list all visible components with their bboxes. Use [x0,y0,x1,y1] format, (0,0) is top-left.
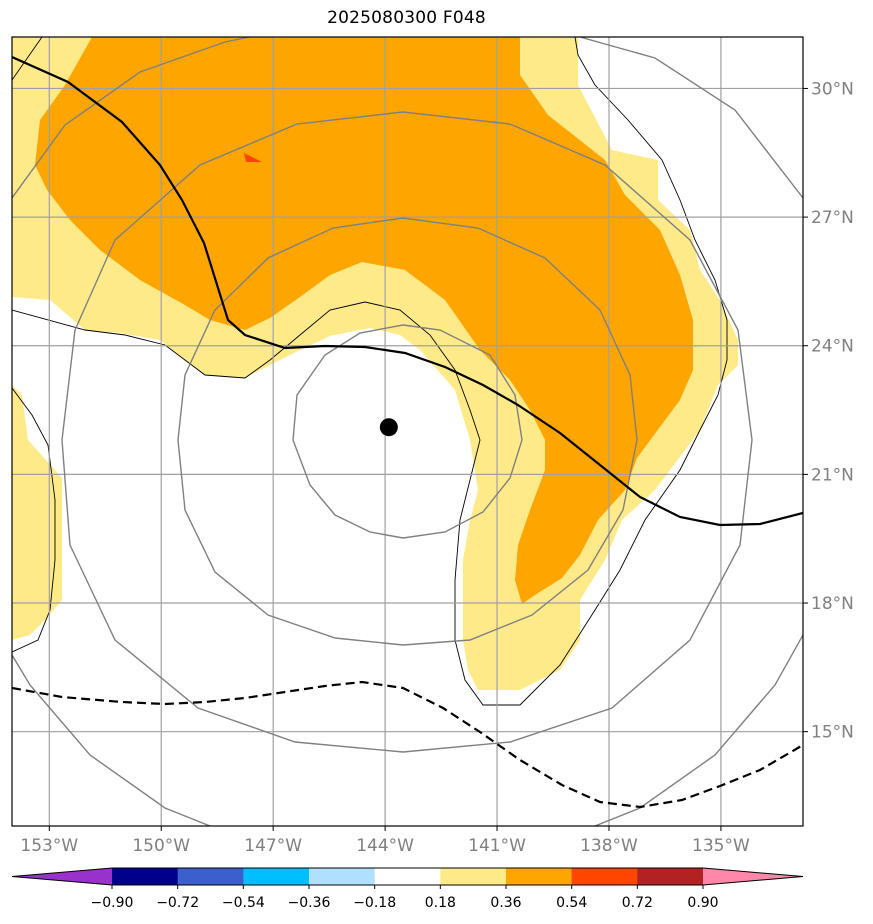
range-ring-1 [292,324,523,539]
lat-tick-label: 30°N [811,79,854,99]
map-frame [11,36,804,827]
colorbar-segment [571,868,638,885]
colorbar-tick-label: 0.36 [490,895,521,911]
thick-solid-line [12,55,803,527]
thin-contour-north-west [12,37,43,81]
lon-tick-label: 141°W [468,836,526,856]
lat-tick-label: 27°N [811,208,854,228]
colorbar-segment [506,868,573,885]
lat-lon-grid [12,37,803,826]
thin-contour-west [12,37,728,706]
map-title: 2025080300 F048 [327,8,486,28]
lat-tick-label: 15°N [811,723,854,743]
range-ring-2 [177,217,638,646]
colorbar-tick-label: −0.72 [156,895,199,911]
colorbar-segment [637,868,704,885]
colorbar-tick-label: −0.54 [222,895,265,911]
colorbar-tick-label: 0.18 [425,895,456,911]
colorbar-tick-label: −0.18 [353,895,396,911]
colorbar-tick-label: 0.54 [556,895,587,911]
lon-tick-label: 135°W [692,836,750,856]
colorbar-segment [374,868,441,885]
colorbar-tick-label: 0.72 [622,895,653,911]
colorbar-extend-low [12,868,112,885]
lon-tick-label: 144°W [356,836,414,856]
colorbar-tick-label: −0.36 [288,895,331,911]
shading-orange [35,37,693,604]
axis-ticks: 153°W 150°W 147°W 144°W 141°W 138°W 135°W 30°N 2… [20,79,853,856]
colorbar: −0.90 −0.72 −0.54 −0.36 −0.18 0.18 0.36 0.54 0.7… [11,867,804,911]
colorbar-segment [243,868,310,885]
colorbar-segment [112,868,179,885]
lat-tick-label: 18°N [811,594,854,614]
colorbar-segment [177,868,244,885]
thick-dashed-line [12,680,803,809]
thin-contours [12,37,728,706]
colorbar-segment [440,868,507,885]
map-panel [12,37,803,826]
storm-center-marker [379,418,398,437]
colorbar-segment [309,868,376,885]
shading-red-orange-patch [244,153,262,162]
lon-tick-label: 153°W [20,836,78,856]
lon-tick-label: 147°W [244,836,302,856]
lon-tick-label: 150°W [132,836,190,856]
range-ring-3 [61,111,753,753]
thin-contour-west-edge [12,387,56,653]
range-ring-4 [12,37,803,826]
lat-tick-label: 24°N [811,337,854,357]
range-rings [12,37,803,826]
lon-tick-label: 138°W [580,836,638,856]
colorbar-tick-label: −0.90 [91,895,134,911]
lat-tick-label: 21°N [811,465,854,485]
colorbar-tick-label: 0.90 [687,895,718,911]
colorbar-extend-high [703,868,803,885]
